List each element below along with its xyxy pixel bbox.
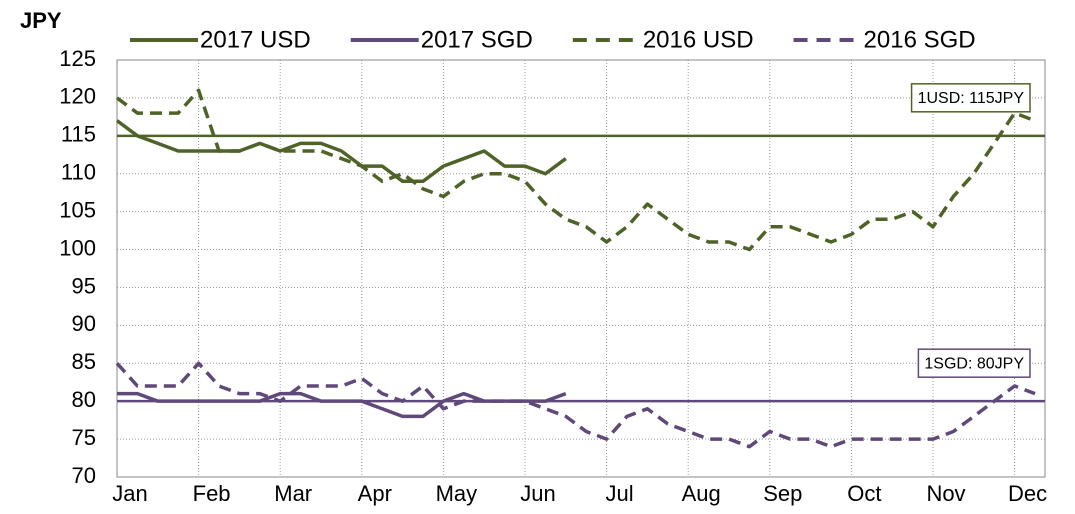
y-tick-label: 125 xyxy=(59,46,96,71)
x-tick-label: Jul xyxy=(606,481,634,506)
x-tick-label: Jan xyxy=(112,481,147,506)
y-axis-label: JPY xyxy=(20,8,62,33)
x-tick-label: Apr xyxy=(358,481,392,506)
y-tick-label: 70 xyxy=(72,463,96,488)
x-tick-label: Dec xyxy=(1008,481,1047,506)
reference-label: 1USD: 115JPY xyxy=(918,90,1025,107)
y-tick-label: 120 xyxy=(59,84,96,109)
series-line xyxy=(115,88,1036,252)
y-tick-label: 85 xyxy=(72,349,96,374)
reference-label: 1SGD: 80JPY xyxy=(924,355,1024,372)
y-tick-label: 80 xyxy=(72,387,96,412)
reference-label-box xyxy=(917,348,1031,378)
legend-label: 2016 SGD xyxy=(864,26,976,53)
x-tick-label: Oct xyxy=(847,481,881,506)
x-tick-label: Jun xyxy=(520,481,555,506)
x-tick-label: Mar xyxy=(274,481,312,506)
y-tick-label: 95 xyxy=(72,273,96,298)
x-tick-label: Nov xyxy=(926,481,965,506)
y-tick-label: 90 xyxy=(72,311,96,336)
y-tick-label: 105 xyxy=(59,197,96,222)
x-tick-label: May xyxy=(436,481,478,506)
y-tick-label: 100 xyxy=(59,235,96,260)
series-line xyxy=(117,391,567,419)
plot-frame xyxy=(116,59,1046,478)
legend-label: 2017 SGD xyxy=(421,26,533,53)
legend-label: 2017 USD xyxy=(200,26,311,53)
y-tick-label: 75 xyxy=(72,425,96,450)
series-line xyxy=(115,361,1036,449)
x-tick-label: Sep xyxy=(763,481,802,506)
reference-label-box xyxy=(910,83,1031,113)
y-tick-label: 110 xyxy=(61,160,96,185)
x-tick-label: Aug xyxy=(682,481,721,506)
y-tick-label: 115 xyxy=(61,122,96,147)
legend-label: 2016 USD xyxy=(643,26,754,53)
x-tick-label: Feb xyxy=(193,481,231,506)
series-line xyxy=(115,119,567,184)
